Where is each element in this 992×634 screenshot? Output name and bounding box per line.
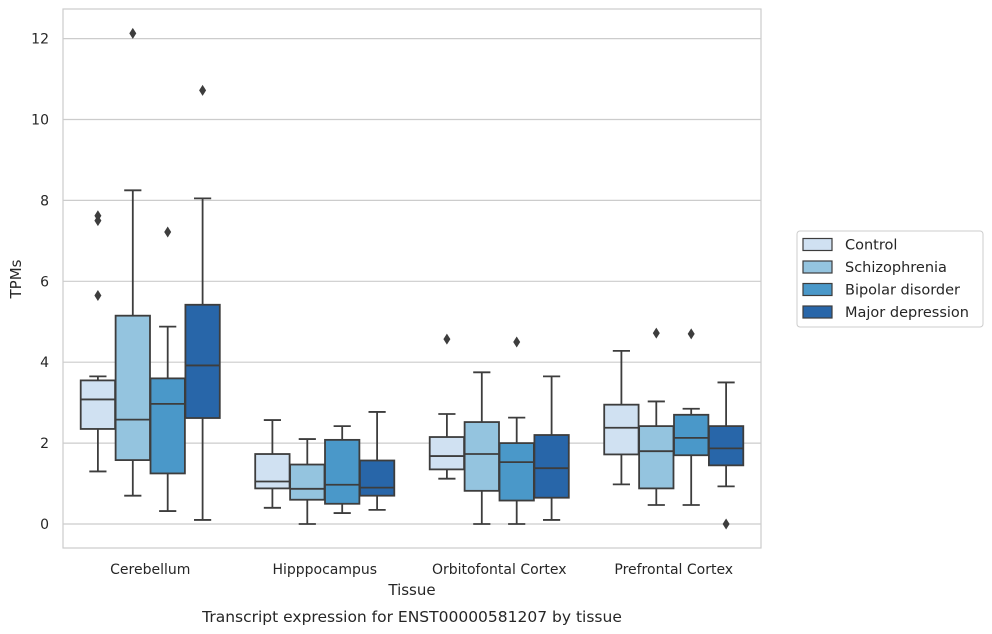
chart-caption: Transcript expression for ENST0000058120…: [201, 608, 622, 626]
iqr-box: [533, 434, 570, 499]
iqr-box: [79, 379, 116, 430]
y-tick-label: 6: [40, 274, 49, 290]
box-orbitofontal-cortex-major-depression: [533, 375, 570, 521]
box-groups: [79, 27, 745, 530]
iqr-box: [498, 442, 535, 502]
outlier-point: [94, 289, 102, 301]
outlier-point: [687, 328, 695, 340]
legend-item-bipolar-disorder: Bipolar disorder: [802, 282, 960, 299]
legend-swatch: [802, 282, 833, 297]
x-tick-label-cerebellum: Cerebellum: [110, 562, 190, 578]
legend-item-schizophrenia: Schizophrenia: [802, 260, 947, 276]
y-tick-label: 8: [40, 193, 49, 209]
outlier-point: [129, 27, 137, 39]
y-tick-label: 4: [40, 355, 49, 371]
iqr-box: [149, 377, 186, 475]
y-axis-label: TPMs: [7, 259, 25, 299]
iqr-box: [428, 436, 465, 471]
outlier-point: [513, 336, 521, 348]
box-hipppocampus-schizophrenia: [289, 438, 326, 525]
y-tick-label: 12: [31, 32, 49, 48]
iqr-box: [673, 413, 710, 457]
legend-frame: [796, 230, 984, 328]
legend-label: Bipolar disorder: [845, 283, 960, 299]
box-cerebellum-schizophrenia: [114, 27, 151, 497]
legend-swatch: [802, 237, 833, 252]
outlier-point: [652, 327, 660, 339]
iqr-box: [638, 425, 675, 490]
y-axis-ticks: 0 2 4 6 8 10 12: [31, 32, 49, 533]
outlier-point: [722, 518, 730, 530]
x-axis-ticks: Cerebellum Hipppocampus Orbitofontal Corte…: [110, 562, 733, 578]
legend-label: Control: [845, 238, 897, 254]
legend-item-control: Control: [802, 237, 897, 254]
box-prefrontal-cortex-bipolar-disorder: [673, 328, 710, 506]
y-tick-label: 2: [40, 436, 49, 452]
box-prefrontal-cortex-control: [603, 349, 640, 486]
y-tick-label: 10: [31, 113, 49, 129]
y-tick-label: 0: [40, 517, 49, 533]
iqr-box: [603, 403, 640, 456]
outlier-point: [199, 84, 207, 96]
box-hipppocampus-control: [254, 419, 291, 509]
legend-label: Major depression: [845, 305, 969, 321]
iqr-box: [184, 303, 221, 419]
box-cerebellum-major-depression: [184, 84, 221, 521]
legend-swatch: [802, 260, 833, 274]
iqr-box: [114, 314, 151, 461]
x-tick-label-hipppocampus: Hipppocampus: [272, 562, 377, 578]
outlier-point: [94, 215, 102, 227]
box-cerebellum-bipolar-disorder: [149, 226, 186, 512]
box-hipppocampus-major-depression: [359, 411, 396, 511]
box-prefrontal-cortex-schizophrenia: [638, 327, 675, 506]
iqr-box: [708, 425, 745, 467]
legend-label: Schizophrenia: [845, 260, 947, 276]
box-orbitofontal-cortex-control: [428, 333, 465, 480]
legend-item-major-depression: Major depression: [802, 305, 969, 321]
x-tick-label-prefrontal-cortex: Prefrontal Cortex: [614, 562, 733, 578]
legend-swatch: [802, 305, 833, 319]
box-prefrontal-cortex-major-depression: [708, 381, 745, 530]
legend: Control Schizophrenia Bipolar disorder Majo…: [796, 230, 984, 328]
outlier-point: [164, 226, 172, 238]
iqr-box: [324, 438, 361, 505]
iqr-box: [463, 421, 500, 492]
box-cerebellum-control: [79, 210, 116, 473]
outlier-point: [443, 333, 451, 345]
iqr-box: [289, 463, 326, 501]
iqr-box: [359, 459, 396, 497]
box-orbitofontal-cortex-schizophrenia: [463, 371, 500, 525]
box-hipppocampus-bipolar-disorder: [324, 425, 361, 514]
box-orbitofontal-cortex-bipolar-disorder: [498, 336, 535, 525]
plot-area-frame: [62, 8, 762, 549]
x-tick-label-orbitofontal-cortex: Orbitofontal Cortex: [432, 562, 567, 578]
iqr-box: [254, 453, 291, 490]
x-axis-label: Tissue: [387, 581, 435, 599]
